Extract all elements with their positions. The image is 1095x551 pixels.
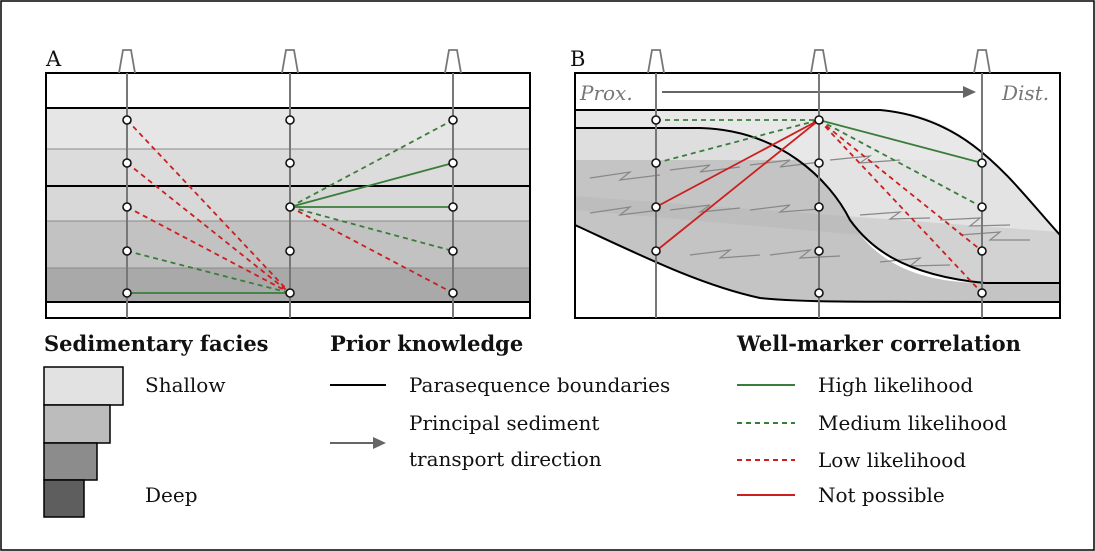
corr-low-likelihood <box>818 119 983 252</box>
panel-b-label: B <box>570 47 585 71</box>
derrick-icon <box>810 49 828 74</box>
corr-low-likelihood <box>126 119 291 294</box>
derrick-icon <box>118 49 136 74</box>
well-marker <box>814 288 824 298</box>
corr-medium-likelihood <box>818 119 983 208</box>
facies-legend-title: Sedimentary facies <box>44 331 269 356</box>
well-marker <box>448 246 458 256</box>
well-marker <box>977 158 987 168</box>
prior-boundaries-label: Parasequence boundaries <box>409 373 670 397</box>
derrick-icon <box>647 49 665 74</box>
panel-b-frame <box>574 72 1061 319</box>
well-marker <box>977 202 987 212</box>
corr-high-likelihood <box>289 162 454 208</box>
well-marker <box>122 115 132 125</box>
well-marker <box>977 288 987 298</box>
well-marker <box>977 246 987 256</box>
panel-a-frame <box>45 72 531 319</box>
corr-medium-likelihood <box>289 119 454 208</box>
well-marker <box>651 246 661 256</box>
well-marker <box>651 115 661 125</box>
corr-low-likelihood <box>818 119 983 294</box>
facies-swatches <box>43 366 124 518</box>
well-marker <box>814 158 824 168</box>
low-likelihood-label: Low likelihood <box>818 448 966 472</box>
well-marker <box>651 202 661 212</box>
well-marker <box>814 246 824 256</box>
panel-b: B <box>570 47 1061 319</box>
well-marker <box>285 115 295 125</box>
facies-band <box>46 221 530 268</box>
panel-a: A <box>45 47 531 319</box>
derrick-icon <box>973 49 991 74</box>
not-possible-label: Not possible <box>818 483 945 507</box>
corr-medium-likelihood <box>655 119 820 164</box>
facies-swatch <box>43 366 124 406</box>
corr-low-likelihood <box>289 206 454 294</box>
facies-band <box>46 108 530 149</box>
facies-band <box>46 149 530 186</box>
well-marker <box>448 202 458 212</box>
corr-high-likelihood <box>818 119 983 164</box>
facies-band <box>575 110 990 160</box>
well-marker <box>122 288 132 298</box>
facies-swatch <box>43 479 85 518</box>
prior-legend-title: Prior knowledge <box>330 331 523 356</box>
medium-likelihood-label: Medium likelihood <box>818 411 1007 435</box>
proximal-label: Prox. <box>579 81 633 105</box>
corr-not-possible <box>655 119 820 252</box>
transport-arrow-swatch <box>330 437 386 449</box>
clinoform-lines <box>589 155 1030 267</box>
transport-arrow <box>662 86 976 98</box>
parasequence-boundary <box>574 224 1061 303</box>
well-marker <box>285 246 295 256</box>
well-marker <box>448 158 458 168</box>
panel-a-label: A <box>45 47 62 71</box>
legend: Sedimentary facies Shallow Deep Prior kn… <box>43 331 1021 518</box>
facies-swatch <box>43 404 111 444</box>
distal-label: Dist. <box>1001 81 1049 105</box>
well-marker <box>285 158 295 168</box>
parasequence-boundary <box>575 109 1061 236</box>
well-marker <box>448 115 458 125</box>
well-marker <box>448 288 458 298</box>
corr-not-possible <box>655 119 820 208</box>
well-marker <box>651 158 661 168</box>
well-marker <box>285 202 295 212</box>
lower-parasequence <box>575 128 1060 302</box>
well-marker <box>122 158 132 168</box>
facies-shallow-label: Shallow <box>145 373 225 397</box>
high-likelihood-label: High likelihood <box>818 373 973 397</box>
derrick-icon <box>281 49 299 74</box>
well-marker <box>122 246 132 256</box>
well-marker <box>122 202 132 212</box>
facies-swatch <box>43 442 98 481</box>
facies-deep-label: Deep <box>145 483 198 507</box>
prior-transport-line2: transport direction <box>409 447 602 471</box>
corr-medium-likelihood <box>126 250 291 294</box>
well-marker <box>814 115 824 125</box>
corr-low-likelihood <box>126 162 291 294</box>
corr-medium-likelihood <box>289 206 454 252</box>
corr-low-likelihood <box>126 206 291 294</box>
well-marker <box>285 288 295 298</box>
derrick-icon <box>444 49 462 74</box>
prior-transport-line1: Principal sediment <box>409 411 599 435</box>
correlation-legend-title: Well-marker correlation <box>736 331 1021 356</box>
well-marker <box>814 202 824 212</box>
